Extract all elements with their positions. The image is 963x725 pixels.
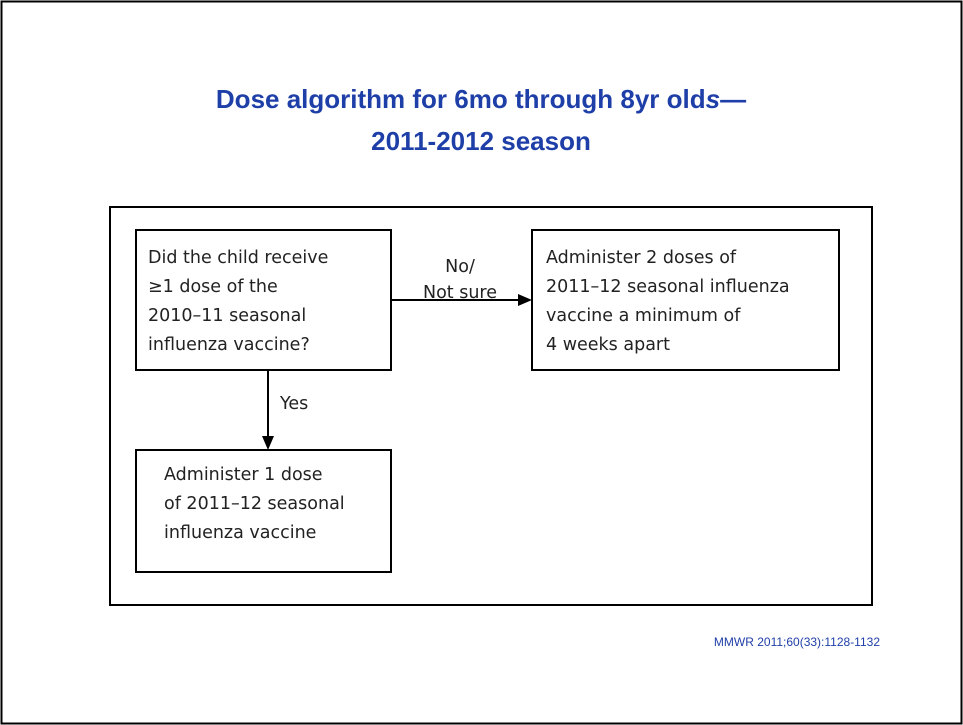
citation: MMWR 2011;60(33):1128-1132 <box>714 635 880 649</box>
label-line: Yes <box>279 394 308 414</box>
label-line: of 2011–12 seasonal <box>164 494 345 514</box>
label-line: Not sure <box>423 283 497 303</box>
title-text: Dose algorithm for 6mo through 8yr old <box>216 84 706 114</box>
title-line2: 2011-2012 season <box>371 126 591 156</box>
label-line: vaccine a minimum of <box>546 306 741 326</box>
title-dash: — <box>720 84 746 114</box>
title-line1: Dose algorithm for 6mo through 8yr olds— <box>216 84 746 114</box>
label-line: Did the child receive <box>148 248 328 268</box>
label-line: influenza vaccine <box>164 523 316 543</box>
label-line: Administer 1 dose <box>164 465 323 485</box>
label-line: Administer 2 doses of <box>546 248 737 268</box>
arrowhead <box>518 294 532 306</box>
node-box <box>135 449 392 573</box>
arrowhead <box>262 436 274 450</box>
title-italic: s <box>706 84 720 114</box>
frame <box>109 206 873 606</box>
label-line: influenza vaccine? <box>148 335 310 355</box>
label-line: ≥1 dose of the <box>148 277 278 297</box>
label-line: 4 weeks apart <box>546 335 670 355</box>
label-line: 2010–11 seasonal <box>148 306 306 326</box>
label-line: No/ <box>445 257 475 277</box>
label-line: 2011–12 seasonal influenza <box>546 277 790 297</box>
